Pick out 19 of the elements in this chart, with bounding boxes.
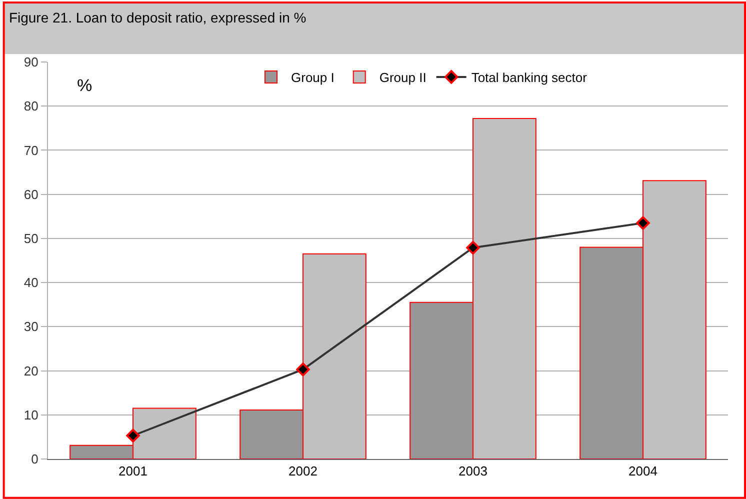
y-tick-label: 60 bbox=[24, 186, 38, 202]
y-tick-label: 50 bbox=[24, 230, 38, 246]
legend-label: Group I bbox=[291, 70, 334, 86]
y-tick-label: 20 bbox=[24, 363, 38, 378]
x-tick-label: 2004 bbox=[628, 464, 658, 479]
legend-label: Group II bbox=[379, 70, 426, 86]
y-tick-label: 30 bbox=[24, 319, 38, 334]
x-tick-label: 2002 bbox=[288, 464, 318, 479]
y-tick-label: 80 bbox=[24, 98, 38, 114]
y-tick-label: 90 bbox=[24, 54, 38, 70]
y-tick-label: 70 bbox=[24, 142, 38, 158]
y-tick-label: 40 bbox=[24, 275, 38, 290]
x-tick-label: 2001 bbox=[118, 464, 148, 479]
y-tick-label: 10 bbox=[24, 407, 38, 422]
x-tick-label: 2003 bbox=[458, 464, 488, 479]
y-tick-label: 0 bbox=[31, 452, 38, 467]
y-axis-title: % bbox=[77, 76, 92, 95]
chart-title: Figure 21. Loan to deposit ratio, expressed in % bbox=[8, 9, 306, 26]
legend-label: Total banking sector bbox=[471, 70, 588, 86]
